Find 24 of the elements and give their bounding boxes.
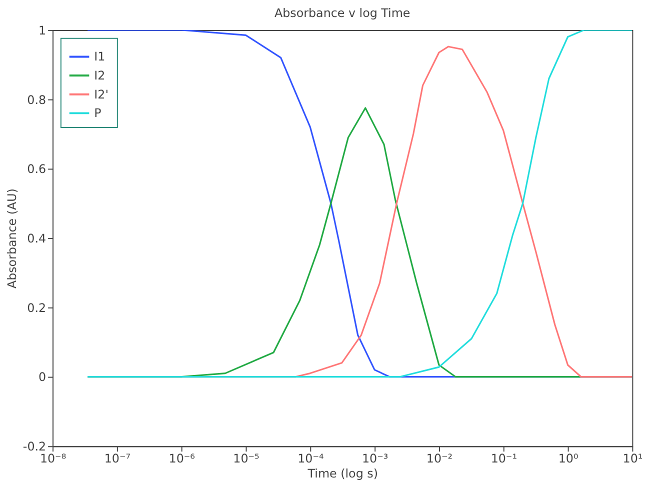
x-tick-label: 10¹ — [622, 451, 643, 466]
x-tick-label: 10⁻⁴ — [298, 451, 324, 466]
x-tick-label: 10⁻² — [426, 451, 453, 466]
x-tick-label: 10⁻⁶ — [168, 451, 196, 466]
legend-label: I1 — [94, 50, 106, 64]
x-tick-label: 10⁻⁸ — [40, 451, 66, 466]
chart-title: Absorbance v log Time — [274, 6, 410, 20]
y-tick-label: -0.2 — [22, 440, 46, 454]
y-axis-title: Absorbance (AU) — [4, 188, 19, 289]
x-tick-label: 10⁻⁷ — [104, 451, 131, 466]
legend-label: P — [94, 106, 102, 120]
y-tick-label: 1 — [38, 23, 46, 38]
legend-label: I2' — [94, 87, 108, 102]
x-tick-label: 10⁻¹ — [490, 451, 518, 466]
y-tick-label: 0.6 — [27, 162, 46, 176]
x-tick-label: 10⁻⁵ — [233, 451, 260, 466]
y-tick-label: 0.4 — [27, 232, 46, 246]
x-axis-title: Time (log s) — [306, 466, 378, 480]
y-tick-label: 0 — [38, 370, 46, 384]
y-tick-label: 0.8 — [27, 92, 46, 107]
y-tick-label: 0.2 — [27, 300, 46, 315]
x-tick-label: 10⁰ — [558, 451, 578, 466]
x-tick-label: 10⁻³ — [362, 451, 388, 466]
legend-label: I2 — [94, 68, 106, 82]
